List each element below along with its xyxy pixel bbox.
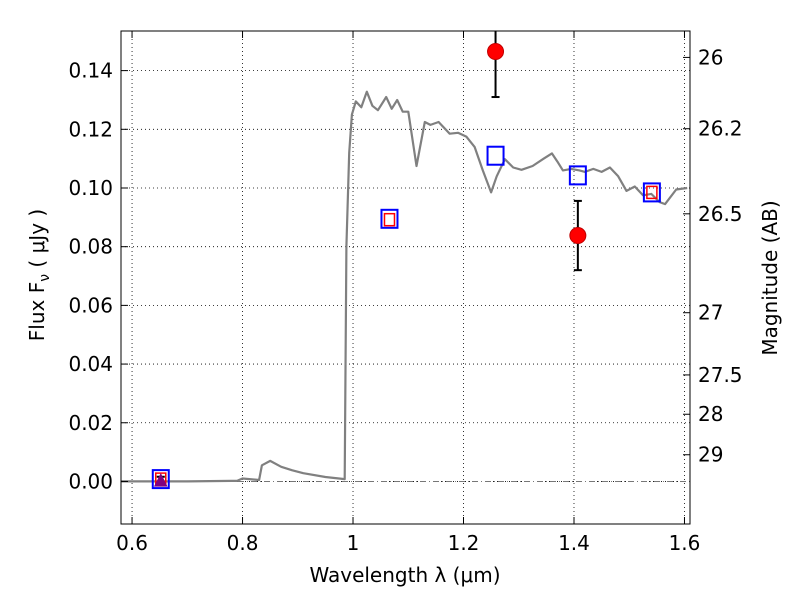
- y-tick-label: 0.06: [68, 293, 113, 317]
- right-tick-label: 29: [698, 443, 723, 467]
- y-tick-label: 0.00: [68, 469, 113, 493]
- model-band-flux-marker: [151, 469, 170, 490]
- right-tick-label: 27.5: [698, 363, 743, 387]
- right-tick-label: 26.5: [698, 202, 743, 226]
- x-axis-title: Wavelength λ (μm): [309, 563, 500, 587]
- y-tick-label: 0.14: [68, 59, 113, 83]
- y-axis-title: Flux Fν ( μJy ): [25, 209, 53, 341]
- y-tick-label: 0.12: [68, 117, 113, 141]
- x-tick-label: 0.8: [227, 531, 259, 555]
- observed-band-marker: [646, 185, 658, 200]
- y-tick-label: 0.04: [68, 352, 113, 376]
- measured-flux-point: [569, 227, 587, 245]
- plot-frame: [120, 30, 691, 525]
- y-tick-label: 0.02: [68, 411, 113, 435]
- right-axis-title: Magnitude (AB): [758, 200, 782, 355]
- model-spectrum-line: [121, 90, 688, 483]
- upper-limit-triangle: [153, 473, 168, 487]
- y-tick-label: 0.08: [68, 235, 113, 259]
- model-band-flux-marker: [380, 208, 399, 229]
- model-band-flux-marker: [486, 145, 505, 166]
- y-tick-label: 0.10: [68, 176, 113, 200]
- model-band-flux-marker: [642, 182, 661, 203]
- observed-band-marker: [383, 212, 396, 227]
- measured-flux-point: [487, 43, 505, 61]
- right-tick-label: 28: [698, 402, 723, 426]
- y-axis-title-unit: ( μJy ): [25, 209, 49, 274]
- x-tick-label: 1: [347, 531, 360, 555]
- y-axis-title-subscript: ν: [37, 274, 53, 282]
- y-axis-title-main: Flux F: [25, 282, 49, 341]
- right-tick-label: 26: [698, 45, 723, 69]
- axis-ticks: 0.6 0.8 1 1.2 1.4 1.6 0.00 0.02 0.04 0.06 0.08 0.10…: [68, 31, 743, 555]
- x-tick-label: 1.4: [558, 531, 590, 555]
- x-tick-label: 1.2: [448, 531, 480, 555]
- x-tick-label: 1.6: [669, 531, 701, 555]
- model-band-flux-marker: [568, 165, 587, 186]
- data-series: [121, 31, 688, 490]
- right-tick-label: 26.2: [698, 117, 743, 141]
- grid: [121, 31, 690, 524]
- right-tick-label: 27: [698, 301, 723, 325]
- x-tick-label: 0.6: [116, 531, 148, 555]
